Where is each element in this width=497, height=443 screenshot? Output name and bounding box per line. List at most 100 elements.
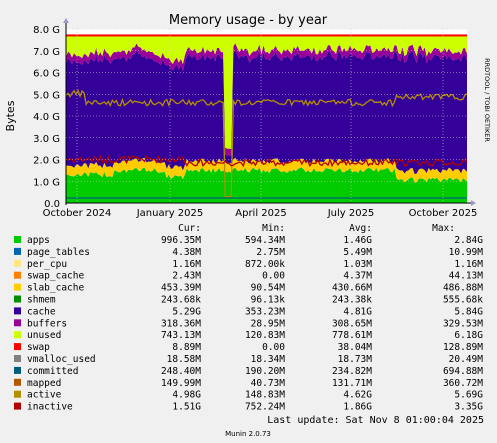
- legend-avg-inactive: 1.86G: [343, 402, 372, 413]
- legend-label-unused: unused: [27, 330, 61, 341]
- legend-avg-per-cpu: 1.03M: [343, 259, 372, 270]
- x-tick-label: October 2024: [43, 208, 112, 219]
- area-buffers: [66, 43, 467, 156]
- legend-avg-shmem: 243.38k: [332, 295, 372, 306]
- x-axis-arrow: [471, 200, 476, 206]
- legend-avg-page-tables: 5.49M: [343, 247, 372, 258]
- legend-cur-vmalloc-used: 18.58M: [167, 354, 202, 365]
- y-tick-label: 3.0 G: [33, 134, 60, 145]
- legend-min-vmalloc-used: 18.34M: [251, 354, 286, 365]
- y-tick-label: 7.0 G: [33, 47, 60, 58]
- legend-max-buffers: 329.53M: [443, 318, 483, 329]
- legend-cur-swap-cache: 2.43M: [172, 271, 201, 282]
- legend-label-mapped: mapped: [27, 378, 61, 389]
- legend-avg-swap: 38.04M: [338, 342, 373, 353]
- legend-label-per-cpu: per_cpu: [27, 259, 67, 270]
- x-tick-label: October 2025: [409, 208, 478, 219]
- legend-max-cache: 5.84G: [454, 306, 483, 317]
- legend-swatch-page-tables: [14, 247, 21, 255]
- legend-label-apps: apps: [27, 235, 50, 246]
- side-label: RRDTOOL / TOBI OETIKER: [483, 58, 491, 142]
- legend-max-shmem: 555.68k: [443, 295, 483, 306]
- legend-min-mapped: 40.73M: [251, 378, 286, 389]
- legend-avg-committed: 234.82M: [332, 366, 372, 377]
- legend-max-swap: 128.89M: [443, 342, 483, 353]
- legend-cur-per-cpu: 1.16M: [172, 259, 201, 270]
- legend-avg-swap-cache: 4.37M: [343, 271, 372, 282]
- legend-avg-apps: 1.46G: [343, 235, 372, 246]
- legend-swatch-cache: [14, 307, 21, 315]
- legend-label-slab-cache: slab_cache: [27, 283, 84, 294]
- legend-header-min: Min:: [262, 223, 285, 234]
- area-slab-cache: [66, 157, 467, 183]
- x-tick-label: April 2025: [235, 208, 286, 219]
- y-tick-label: 2.0 G: [33, 156, 60, 167]
- legend-min-page-tables: 2.75M: [256, 247, 285, 258]
- legend-label-active: active: [27, 390, 62, 401]
- legend-header-cur: Cur:: [178, 223, 201, 234]
- legend-cur-committed: 248.40M: [161, 366, 201, 377]
- legend-cur-buffers: 318.36M: [161, 318, 201, 329]
- legend-min-cache: 353.23M: [245, 306, 285, 317]
- legend-max-unused: 6.18G: [454, 330, 483, 341]
- x-tick-label: January 2025: [136, 208, 204, 219]
- legend-label-swap-cache: swap_cache: [27, 271, 84, 282]
- legend-swatch-vmalloc-used: [14, 355, 21, 362]
- legend-swatch-mapped: [14, 378, 21, 386]
- legend-min-shmem: 96.13k: [251, 295, 286, 306]
- line-inactive: [65, 154, 468, 168]
- legend-swatch-buffers: [14, 319, 21, 327]
- legend-cur-mapped: 149.99M: [161, 378, 201, 389]
- y-tick-label: 0.0: [44, 199, 60, 210]
- legend-label-committed: committed: [27, 366, 78, 377]
- legend-cur-swap: 8.89M: [172, 342, 201, 353]
- legend-swatch-swap-cache: [14, 271, 21, 279]
- legend-avg-buffers: 308.65M: [332, 318, 372, 329]
- legend-label-inactive: inactive: [27, 402, 73, 413]
- legend-max-vmalloc-used: 20.49M: [449, 354, 484, 365]
- legend-swatch-swap: [14, 343, 21, 351]
- legend-swatch-unused: [14, 331, 21, 339]
- y-axis-label: Bytes: [4, 100, 17, 131]
- legend-min-unused: 120.83M: [245, 330, 285, 341]
- line-active: [65, 89, 468, 198]
- legend-swatch-active: [14, 390, 21, 398]
- legend-avg-cache: 4.81G: [343, 306, 372, 317]
- legend-max-swap-cache: 44.13M: [449, 271, 484, 282]
- legend-swatch-shmem: [14, 295, 21, 303]
- legend-label-vmalloc-used: vmalloc_used: [27, 354, 96, 365]
- legend-avg-mapped: 131.71M: [332, 378, 372, 389]
- legend-label-page-tables: page_tables: [27, 247, 90, 258]
- legend-max-inactive: 3.35G: [454, 402, 483, 413]
- y-tick-label: 4.0 G: [33, 112, 60, 123]
- y-tick-label: 1.0 G: [33, 177, 60, 188]
- legend-max-slab-cache: 486.88M: [443, 283, 483, 294]
- legend-max-mapped: 360.72M: [443, 378, 483, 389]
- area-cache: [66, 49, 467, 174]
- legend-cur-page-tables: 4.38M: [172, 247, 201, 258]
- legend-label-shmem: shmem: [27, 295, 56, 306]
- legend-avg-active: 4.62G: [343, 390, 372, 401]
- legend-max-active: 5.69G: [454, 390, 483, 401]
- legend-swatch-slab-cache: [14, 283, 21, 291]
- legend-swatch-inactive: [14, 402, 21, 410]
- legend-label-buffers: buffers: [27, 318, 67, 329]
- legend-cur-slab-cache: 453.39M: [161, 283, 201, 294]
- legend-swatch-committed: [14, 366, 21, 374]
- y-tick-label: 6.0 G: [33, 69, 60, 80]
- legend-min-apps: 594.34M: [245, 235, 285, 246]
- legend-max-per-cpu: 1.16M: [454, 259, 483, 270]
- y-tick-label: 8.0 G: [33, 25, 60, 36]
- legend-max-apps: 2.84G: [454, 235, 483, 246]
- legend-swatch-apps: [14, 236, 21, 243]
- legend-avg-vmalloc-used: 18.73M: [338, 354, 373, 365]
- legend-header-avg: Avg:: [349, 223, 372, 234]
- legend-min-slab-cache: 90.54M: [251, 283, 286, 294]
- legend-min-buffers: 28.95M: [251, 318, 286, 329]
- legend-cur-unused: 743.13M: [161, 330, 201, 341]
- area-unused: [66, 35, 467, 149]
- legend-min-inactive: 752.24M: [245, 402, 285, 413]
- area-swap: [66, 34, 467, 37]
